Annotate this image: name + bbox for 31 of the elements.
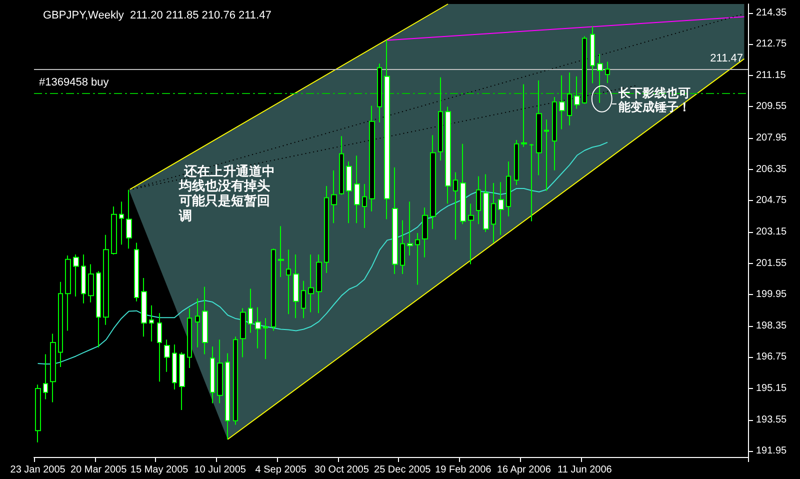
y-tick-label: 195.15 bbox=[756, 383, 788, 394]
y-tick-label: 191.95 bbox=[756, 446, 788, 457]
x-tick-label: 11 Jun 2006 bbox=[558, 464, 612, 476]
annotation: 长下影线也可能变成锤子！ bbox=[617, 86, 690, 114]
y-tick-label: 214.35 bbox=[756, 7, 788, 18]
y-tick-label: 196.75 bbox=[756, 352, 788, 363]
annotation: 还在上升通道中 bbox=[183, 163, 276, 180]
text: GBPJPY,Weekly 211.20 211.85 210.76 211.47 bbox=[43, 10, 272, 22]
x-tick-label: 16 Apr 2006 bbox=[496, 464, 552, 476]
x-tick-label: 23 Jan 2005 bbox=[10, 464, 66, 476]
x-tick-label: 10 Jul 2005 bbox=[194, 464, 246, 476]
ref-line-label: #1369458 buy bbox=[39, 76, 110, 89]
ref-line-label: 211.47 bbox=[710, 52, 743, 65]
y-tick-label: 193.55 bbox=[756, 414, 788, 426]
y-tick-label: 198.35 bbox=[756, 320, 788, 332]
x-tick-label: 30 Oct 2005 bbox=[314, 464, 370, 476]
annotation: 均线也没有掉头可能只是短暂回调 bbox=[178, 179, 270, 224]
y-tick-label: 211.15 bbox=[756, 70, 786, 81]
y-tick-label: 204.75 bbox=[756, 195, 788, 206]
y-tick-label: 207.95 bbox=[756, 132, 788, 144]
y-tick-label: 212.75 bbox=[756, 38, 788, 50]
x-tick-label: 25 Dec 2005 bbox=[374, 464, 432, 476]
y-tick-label: 201.55 bbox=[756, 258, 788, 269]
y-tick-label: 203.15 bbox=[756, 226, 788, 238]
y-tick-label: 199.95 bbox=[756, 289, 788, 300]
x-tick-label: 20 Mar 2005 bbox=[70, 464, 128, 476]
x-tick-label: 19 Feb 2006 bbox=[435, 464, 492, 476]
y-tick-label: 209.55 bbox=[756, 101, 788, 112]
x-tick-label: 15 May 2005 bbox=[130, 464, 189, 476]
x-tick-label: 4 Sep 2005 bbox=[255, 464, 307, 476]
y-tick-label: 206.35 bbox=[756, 164, 788, 175]
